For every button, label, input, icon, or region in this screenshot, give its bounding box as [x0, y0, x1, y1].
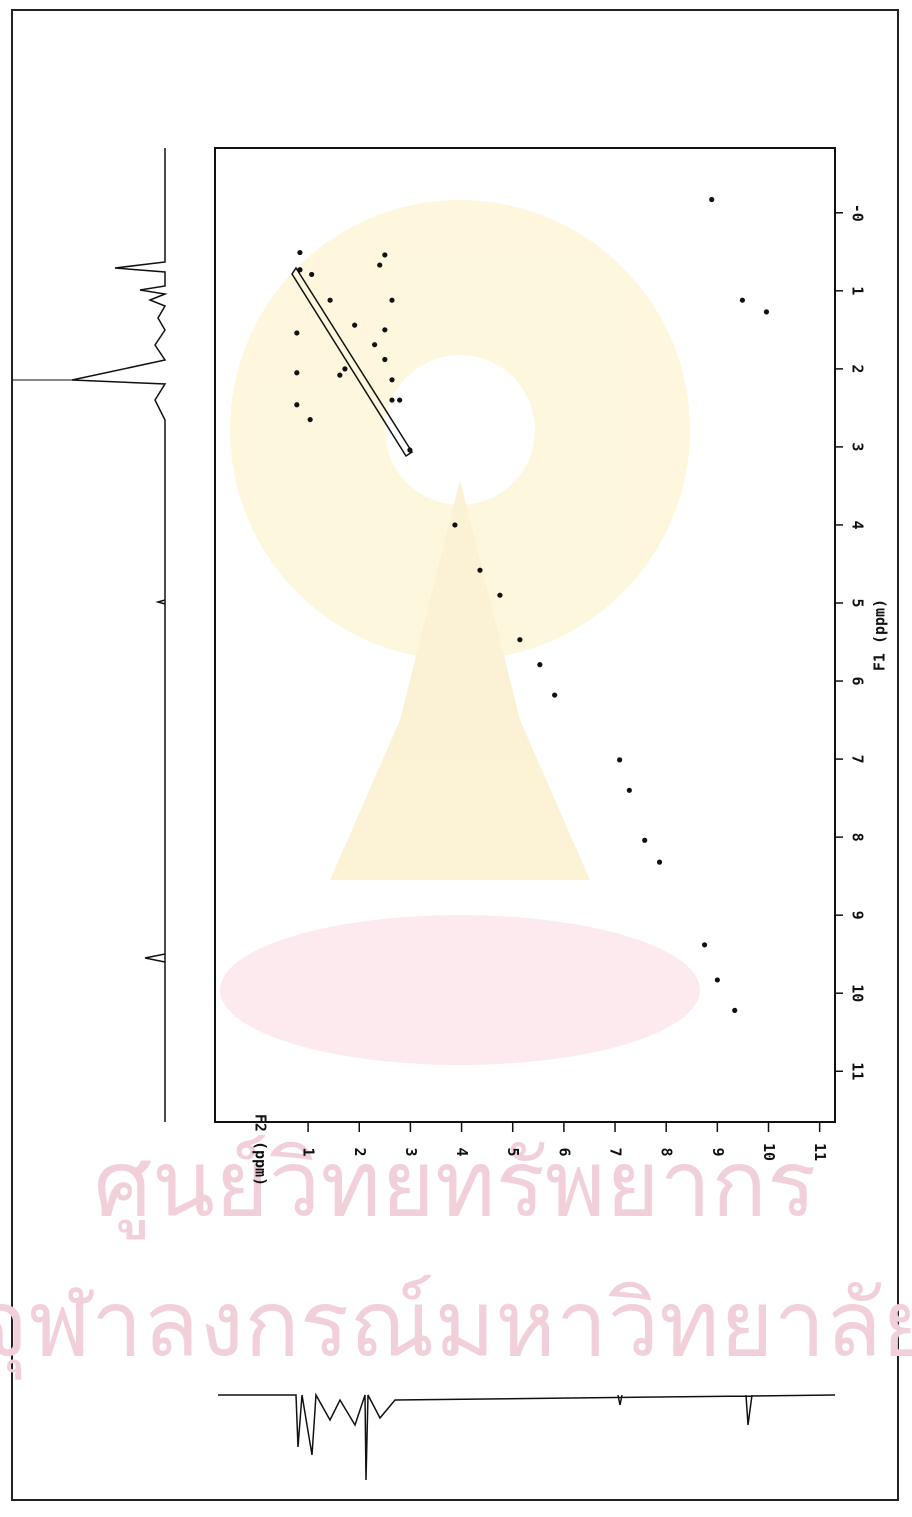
- cross-peak: [389, 297, 395, 303]
- cross-peak: [382, 252, 388, 258]
- cross-peak: [297, 267, 303, 273]
- f1-projection: [71, 148, 168, 1122]
- cross-peak: [714, 977, 720, 983]
- cross-peak: [407, 447, 413, 453]
- y-tick-label: 10: [849, 984, 867, 1002]
- cross-peak: [327, 297, 333, 303]
- x-tick-label: 11: [811, 1143, 829, 1161]
- y-tick-label: 5: [849, 598, 867, 607]
- cross-peak: [382, 356, 388, 363]
- y-tick-label: 2: [849, 364, 867, 373]
- cross-peak: [497, 592, 503, 598]
- cross-peak: [397, 397, 403, 403]
- cross-peak: [517, 637, 523, 643]
- cross-peak: [626, 787, 632, 793]
- f2-projection: [218, 1392, 836, 1481]
- y-tick-label: 8: [849, 833, 867, 842]
- emblem-watermark: [220, 200, 700, 1065]
- cross-peak: [342, 366, 348, 372]
- x-tick-label: 3: [402, 1147, 420, 1156]
- cross-peak: [382, 327, 388, 333]
- cross-peak: [389, 397, 395, 403]
- cross-peak: [377, 262, 383, 268]
- cross-peak: [337, 372, 343, 378]
- y-tick-label: -0: [849, 204, 867, 222]
- x-axis-label: F2 (ppm): [252, 1114, 270, 1186]
- cross-peak: [477, 567, 483, 573]
- y-tick-label: 4: [849, 520, 867, 529]
- x-tick-label: 2: [351, 1147, 369, 1156]
- cross-peak: [642, 837, 648, 843]
- cross-peak: [552, 692, 558, 698]
- cross-peak: [309, 271, 315, 278]
- y-tick-label: 6: [849, 677, 867, 686]
- x-tick-label: 1: [300, 1147, 318, 1156]
- cross-peak: [739, 297, 746, 303]
- y-tick-label: 3: [849, 442, 867, 451]
- x-tick-label: 10: [760, 1143, 778, 1161]
- watermark-text: ศูนย์วิทยทรัพยากร: [94, 1130, 817, 1239]
- diagonal-contour: [291, 266, 414, 458]
- x-tick-label: 7: [607, 1147, 625, 1156]
- y-tick-label: 1: [849, 286, 867, 295]
- y-tick-label: 9: [849, 911, 867, 920]
- cross-peak: [297, 249, 303, 256]
- cross-peak: [294, 370, 300, 376]
- x-tick-label: 6: [555, 1147, 573, 1156]
- x-tick-label: 9: [709, 1147, 727, 1156]
- y-axis-label: F1 (ppm): [871, 599, 889, 671]
- cross-peak: [709, 196, 715, 203]
- x-tick-label: 8: [658, 1147, 676, 1156]
- x-tick-label: 5: [504, 1147, 522, 1156]
- cross-peak: [701, 942, 708, 948]
- cross-peak: [763, 309, 770, 315]
- y-tick-label: 7: [849, 755, 867, 764]
- cross-peak: [372, 342, 378, 348]
- cross-peak: [294, 402, 300, 408]
- cross-peak: [307, 416, 313, 423]
- cross-peak: [617, 757, 623, 763]
- cross-peak: [537, 662, 543, 668]
- cross-peak: [294, 330, 300, 336]
- watermark-text: จุฬาลงกรณ์มหาวิทยาลัย: [0, 1270, 912, 1380]
- x-tick-label: 4: [453, 1147, 471, 1156]
- cross-peak: [352, 322, 358, 328]
- cross-peak: [389, 377, 395, 383]
- cross-peak: [732, 1007, 738, 1013]
- cross-peak: [656, 859, 663, 865]
- cross-peak: [452, 522, 458, 528]
- page-border: [11, 9, 899, 1501]
- plot-frame: [214, 147, 836, 1123]
- y-tick-label: 11: [849, 1062, 867, 1080]
